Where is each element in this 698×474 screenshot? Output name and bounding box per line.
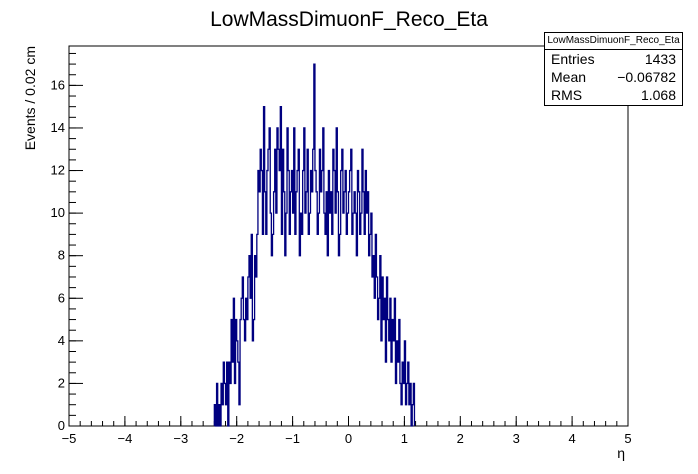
x-tick-label: 0 xyxy=(345,431,352,446)
stats-mean-row: Mean −0.06782 xyxy=(545,68,682,86)
x-tick-label: −1 xyxy=(285,431,300,446)
x-tick-label: 2 xyxy=(457,431,464,446)
y-tick-label: 14 xyxy=(51,120,65,135)
stats-box: LowMassDimuonF_Reco_Eta Entries 1433 Mea… xyxy=(544,32,683,106)
y-tick-label: 16 xyxy=(51,77,65,92)
stats-rms-value: 1.068 xyxy=(640,87,676,103)
x-tick-label: 1 xyxy=(401,431,408,446)
stats-mean-label: Mean xyxy=(551,69,587,85)
y-axis-label: Events / 0.02 cm xyxy=(22,46,38,150)
y-tick-label: 10 xyxy=(51,205,65,220)
stats-mean-value: −0.06782 xyxy=(617,69,676,85)
x-tick-label: −3 xyxy=(173,431,188,446)
stats-header: LowMassDimuonF_Reco_Eta xyxy=(545,33,682,50)
x-tick-label: 5 xyxy=(624,431,631,446)
stats-entries-row: Entries 1433 xyxy=(545,50,682,68)
x-tick-label: −4 xyxy=(117,431,132,446)
y-tick-label: 8 xyxy=(58,248,65,263)
y-tick-label: 12 xyxy=(51,163,65,178)
y-tick-label: 4 xyxy=(58,333,65,348)
y-tick-label: 2 xyxy=(58,375,65,390)
stats-rms-label: RMS xyxy=(551,87,583,103)
x-axis: −5 −4 −3 −2 −1 0 1 2 3 4 5 xyxy=(62,416,632,446)
y-tick-label: 6 xyxy=(58,290,65,305)
y-axis: 0 2 4 6 8 10 12 14 16 xyxy=(51,52,83,433)
x-axis-label: η xyxy=(617,445,625,461)
chart-title: LowMassDimuonF_Reco_Eta xyxy=(210,8,488,31)
stats-rms-row: RMS 1.068 xyxy=(545,86,682,104)
x-tick-label: 4 xyxy=(568,431,575,446)
x-tick-label: −2 xyxy=(229,431,244,446)
x-tick-label: 3 xyxy=(513,431,520,446)
stats-entries-label: Entries xyxy=(551,51,595,67)
stats-entries-value: 1433 xyxy=(644,51,676,67)
histogram-series xyxy=(213,63,416,427)
x-tick-label: −5 xyxy=(62,431,77,446)
y-tick-label: 0 xyxy=(58,418,65,433)
